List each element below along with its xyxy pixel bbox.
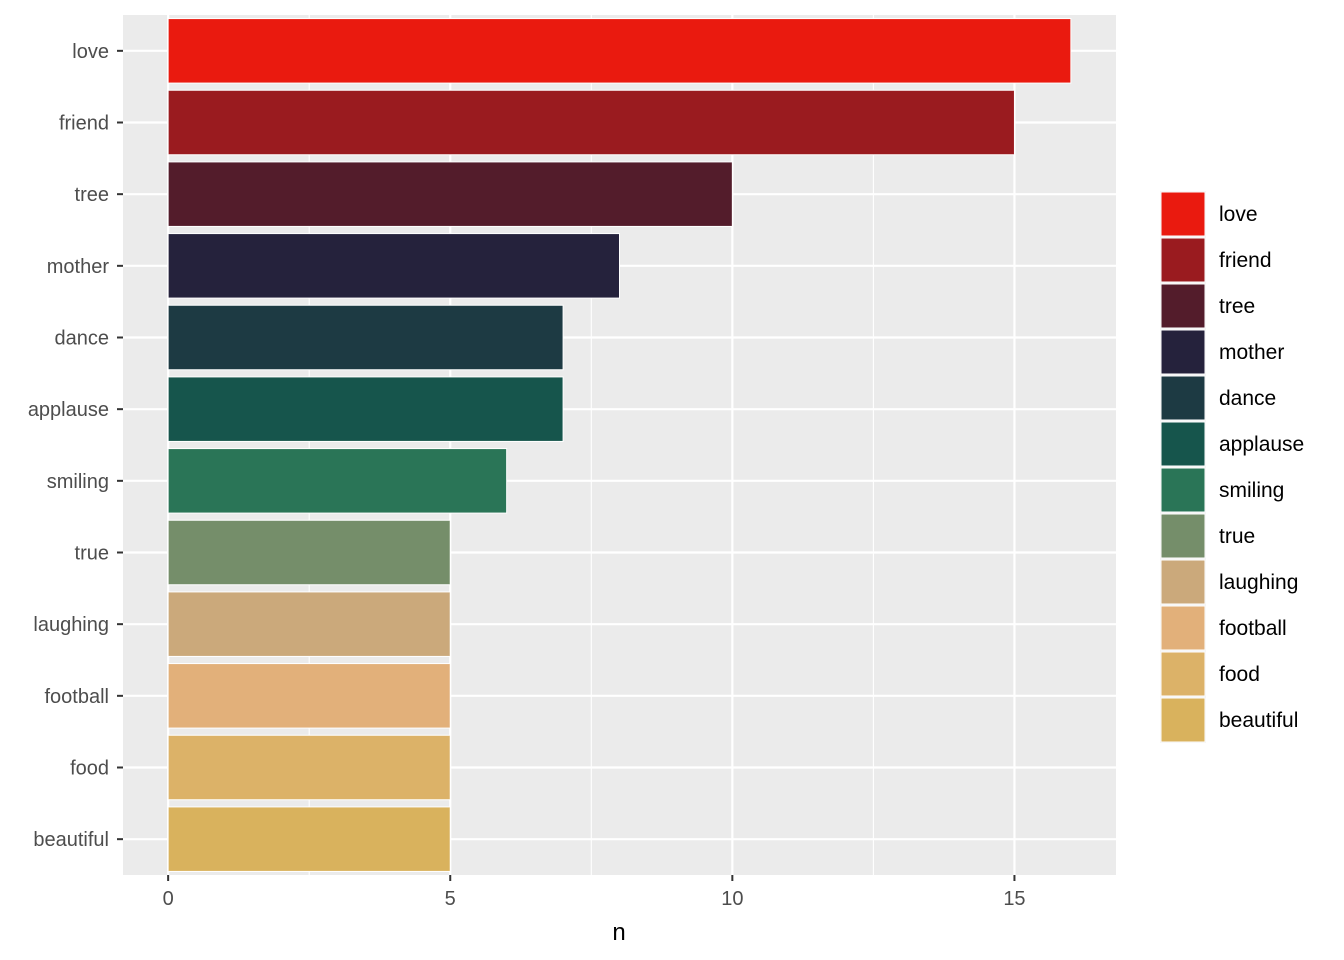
legend-label: laughing	[1219, 571, 1298, 594]
legend-label: mother	[1219, 341, 1284, 364]
legend-label: dance	[1219, 387, 1276, 410]
legend-label: food	[1219, 663, 1260, 686]
y-tick-label: laughing	[33, 614, 109, 636]
bar-smiling	[167, 448, 508, 514]
legend-swatch-football	[1160, 605, 1206, 651]
bar-football	[167, 663, 451, 729]
y-tick-label: tree	[75, 184, 109, 206]
y-tick-label: food	[70, 758, 109, 780]
legend-label: true	[1219, 525, 1255, 548]
legend-swatch-smiling	[1160, 467, 1206, 513]
legend-swatch-food	[1160, 651, 1206, 697]
y-tick-label: beautiful	[33, 829, 109, 851]
y-tick-label: football	[45, 686, 110, 708]
legend-swatch-dance	[1160, 375, 1206, 421]
y-tick-label: love	[72, 41, 109, 63]
y-tick-label: friend	[59, 113, 109, 135]
legend-swatch-tree	[1160, 283, 1206, 329]
bar-applause	[167, 376, 564, 442]
y-tick-label: dance	[55, 328, 110, 350]
bar-mother	[167, 233, 621, 299]
x-tick-label: 15	[1003, 888, 1025, 910]
x-axis: 0 5 10 15	[163, 875, 1026, 910]
x-tick-label: 0	[163, 888, 174, 910]
legend-swatch-beautiful	[1160, 697, 1206, 743]
legend-label: smiling	[1219, 479, 1284, 502]
bar-tree	[167, 161, 733, 227]
bar-beautiful	[167, 806, 451, 872]
legend-swatch-mother	[1160, 329, 1206, 375]
legend-label: football	[1219, 617, 1287, 640]
bars	[167, 18, 1072, 872]
legend: love friend tree mother dance applause smiling…	[1160, 191, 1304, 743]
bar-food	[167, 734, 451, 801]
legend-label: applause	[1219, 433, 1304, 456]
y-axis: love friend tree mother dance applause smiling…	[28, 41, 123, 851]
bar-true	[167, 519, 451, 586]
x-axis-title: n	[612, 919, 625, 946]
legend-swatch-love	[1160, 191, 1206, 237]
y-tick-label: applause	[28, 399, 109, 421]
legend-swatch-friend	[1160, 237, 1206, 283]
legend-label: beautiful	[1219, 709, 1298, 732]
bar-laughing	[167, 591, 451, 657]
legend-swatch-laughing	[1160, 559, 1206, 605]
plot-panel	[123, 15, 1116, 875]
legend-label: love	[1219, 203, 1258, 226]
legend-label: friend	[1219, 249, 1272, 272]
x-tick-label: 10	[721, 888, 743, 910]
bar-love	[167, 18, 1072, 84]
bar-friend	[167, 89, 1015, 156]
y-tick-label: mother	[47, 256, 110, 278]
legend-swatch-applause	[1160, 421, 1206, 467]
legend-label: tree	[1219, 295, 1255, 318]
minor-gridlines	[308, 15, 874, 875]
legend-swatch-true	[1160, 513, 1206, 559]
y-tick-label: true	[75, 543, 109, 565]
x-tick-label: 5	[445, 888, 456, 910]
bar-dance	[167, 304, 564, 371]
y-tick-label: smiling	[47, 471, 109, 493]
